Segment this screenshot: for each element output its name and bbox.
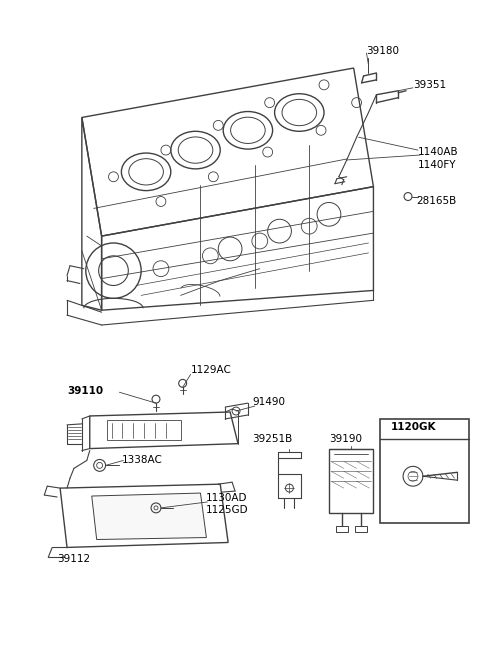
- Text: 1140FY: 1140FY: [418, 160, 456, 170]
- Bar: [107, 420, 180, 440]
- Text: 39190: 39190: [329, 434, 362, 443]
- Text: 39110: 39110: [67, 386, 103, 396]
- Text: 28165B: 28165B: [416, 196, 456, 206]
- Text: 1140AB: 1140AB: [418, 147, 458, 157]
- Text: 1129AC: 1129AC: [191, 365, 231, 375]
- Bar: [355, 526, 367, 532]
- Text: 1120GK: 1120GK: [391, 422, 437, 432]
- Text: 39112: 39112: [57, 554, 90, 565]
- Text: 1125GD: 1125GD: [205, 505, 248, 515]
- Bar: [336, 526, 348, 532]
- Text: 1130AD: 1130AD: [205, 493, 247, 503]
- Bar: [380, 419, 469, 523]
- Text: 39351: 39351: [413, 80, 446, 90]
- Polygon shape: [92, 493, 206, 540]
- Text: 39251B: 39251B: [252, 434, 292, 443]
- Text: 39180: 39180: [367, 47, 399, 56]
- Bar: [329, 449, 373, 513]
- Text: 91490: 91490: [253, 397, 286, 407]
- Text: 1338AC: 1338AC: [121, 455, 162, 466]
